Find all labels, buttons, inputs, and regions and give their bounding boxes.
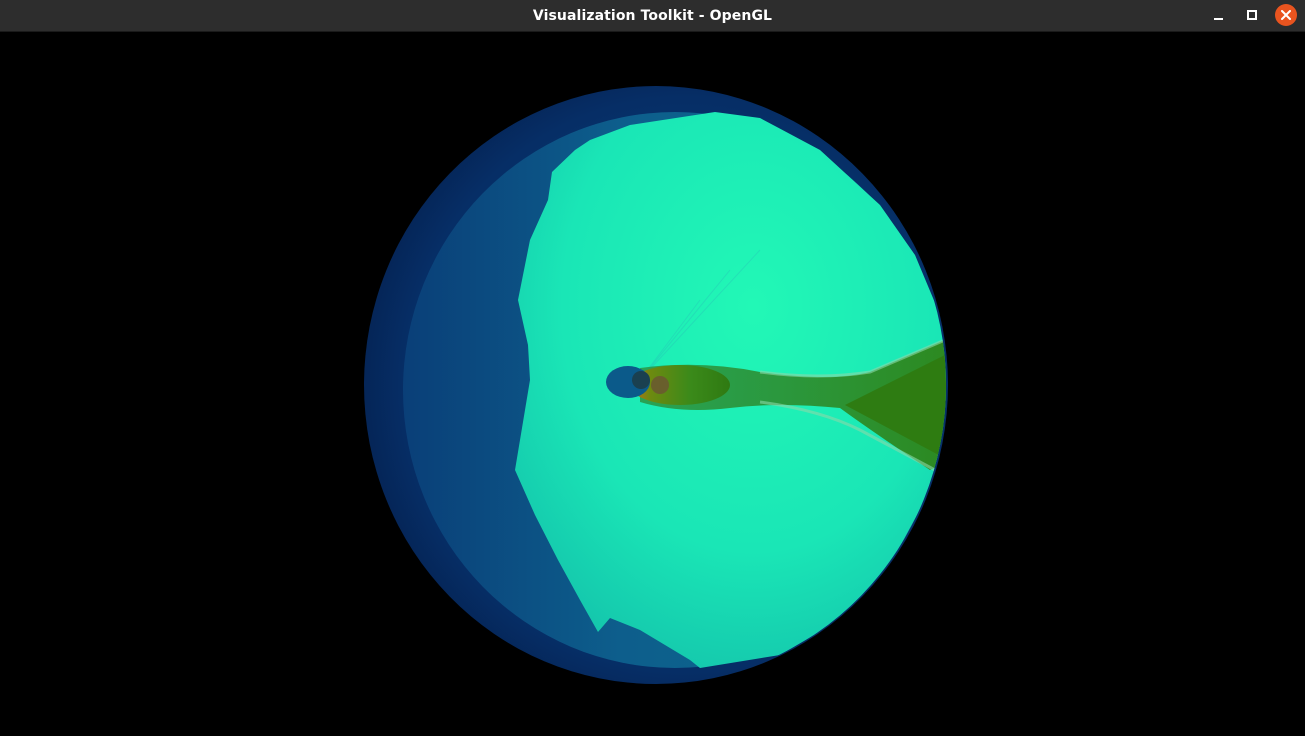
body-core: [630, 365, 730, 405]
maximize-icon: [1247, 10, 1257, 20]
minimize-icon: [1213, 17, 1223, 20]
minimize-button[interactable]: [1207, 4, 1229, 26]
render-viewport[interactable]: [0, 32, 1305, 736]
render-scene: [364, 86, 948, 684]
close-button[interactable]: [1275, 4, 1297, 26]
window-controls: [1195, 4, 1297, 26]
close-icon: [1281, 10, 1291, 20]
window-title: Visualization Toolkit - OpenGL: [532, 7, 773, 24]
core-sphere-2: [651, 376, 669, 394]
maximize-button[interactable]: [1241, 4, 1263, 26]
title-bar[interactable]: Visualization Toolkit - OpenGL: [0, 0, 1305, 32]
core-sphere-1: [632, 371, 650, 389]
